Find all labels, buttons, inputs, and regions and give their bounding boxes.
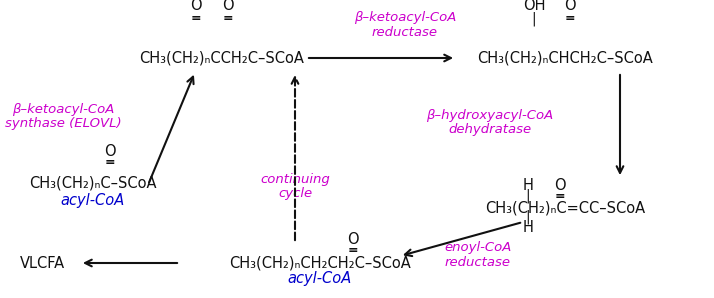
Text: reductase: reductase [372,26,438,38]
Text: CH₃(CH₂)ₙCHCH₂C–SCoA: CH₃(CH₂)ₙCHCH₂C–SCoA [477,50,653,66]
Text: =: = [223,12,233,24]
Text: =: = [348,244,358,257]
Text: CH₃(CH₂)ₙC=CC–SCoA: CH₃(CH₂)ₙC=CC–SCoA [485,201,645,215]
Text: =: = [105,156,116,170]
Text: O: O [564,0,575,13]
Text: O: O [222,0,233,13]
Text: acyl-CoA: acyl-CoA [288,271,352,286]
Text: |: | [526,210,531,224]
Text: β–hydroxyacyl-CoA: β–hydroxyacyl-CoA [426,108,553,122]
Text: synthase (ELOVL): synthase (ELOVL) [5,117,121,131]
Text: cycle: cycle [278,187,312,201]
Text: acyl-CoA: acyl-CoA [61,193,125,207]
Text: CH₃(CH₂)ₙCH₂CH₂C–SCoA: CH₃(CH₂)ₙCH₂CH₂C–SCoA [229,255,411,271]
Text: =: = [191,12,201,24]
Text: |: | [526,189,531,203]
Text: =: = [565,12,575,24]
Text: β–ketoacyl-CoA: β–ketoacyl-CoA [12,103,114,117]
Text: OH: OH [523,0,545,13]
Text: O: O [190,0,202,13]
Text: β–ketoacyl-CoA: β–ketoacyl-CoA [354,12,456,24]
Text: CH₃(CH₂)ₙCCH₂C–SCoA: CH₃(CH₂)ₙCCH₂C–SCoA [139,50,304,66]
Text: O: O [347,232,359,248]
Text: |: | [532,12,536,26]
Text: O: O [554,178,565,193]
Text: =: = [555,190,565,203]
Text: VLCFA: VLCFA [19,255,64,271]
Text: O: O [104,145,116,159]
Text: H: H [523,178,533,193]
Text: continuing: continuing [260,173,330,187]
Text: reductase: reductase [445,255,511,268]
Text: enoyl-CoA: enoyl-CoA [444,241,512,254]
Text: H: H [523,221,533,235]
Text: dehydratase: dehydratase [448,122,531,136]
Text: CH₃(CH₂)ₙC–SCoA: CH₃(CH₂)ₙC–SCoA [29,176,157,190]
